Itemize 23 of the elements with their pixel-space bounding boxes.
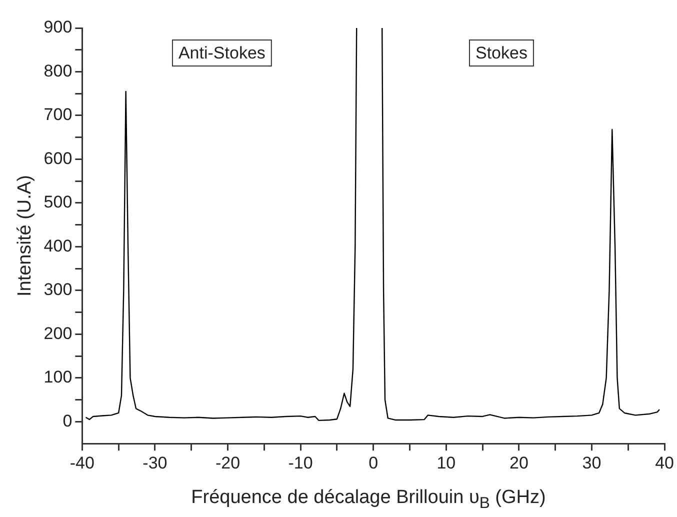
y-tick-label: 700 — [44, 105, 72, 124]
y-tick-label: 200 — [44, 324, 72, 343]
x-tick-label: -20 — [215, 453, 240, 472]
x-tick-label: 10 — [436, 453, 456, 472]
annotation: Stokes — [475, 44, 528, 63]
x-tick-label: 40 — [655, 453, 674, 472]
x-tick-label: -30 — [142, 453, 168, 472]
y-tick-label: 400 — [44, 236, 72, 256]
y-axis-title: Intensité (U.A) — [14, 175, 36, 297]
y-tick-label: 800 — [44, 61, 72, 80]
x-tick-label: 30 — [582, 453, 602, 472]
y-tick-label: 300 — [44, 280, 72, 300]
y-tick-label: 500 — [44, 192, 72, 212]
y-tick-label: 600 — [44, 148, 72, 168]
x-tick-label: -40 — [70, 453, 94, 472]
x-tick-label: 20 — [509, 453, 528, 472]
x-axis-title: Fréquence de décalage Brillouin υ$_{B}$ (GHz) — [190, 487, 547, 513]
x-tick-label: -10 — [288, 453, 313, 472]
annotation: Anti-Stokes — [178, 44, 266, 63]
y-tick-label: 900 — [44, 18, 72, 37]
y-tick-label: 100 — [44, 368, 72, 387]
x-tick-label: 0 — [368, 453, 378, 472]
y-tick-label: 0 — [62, 411, 72, 430]
